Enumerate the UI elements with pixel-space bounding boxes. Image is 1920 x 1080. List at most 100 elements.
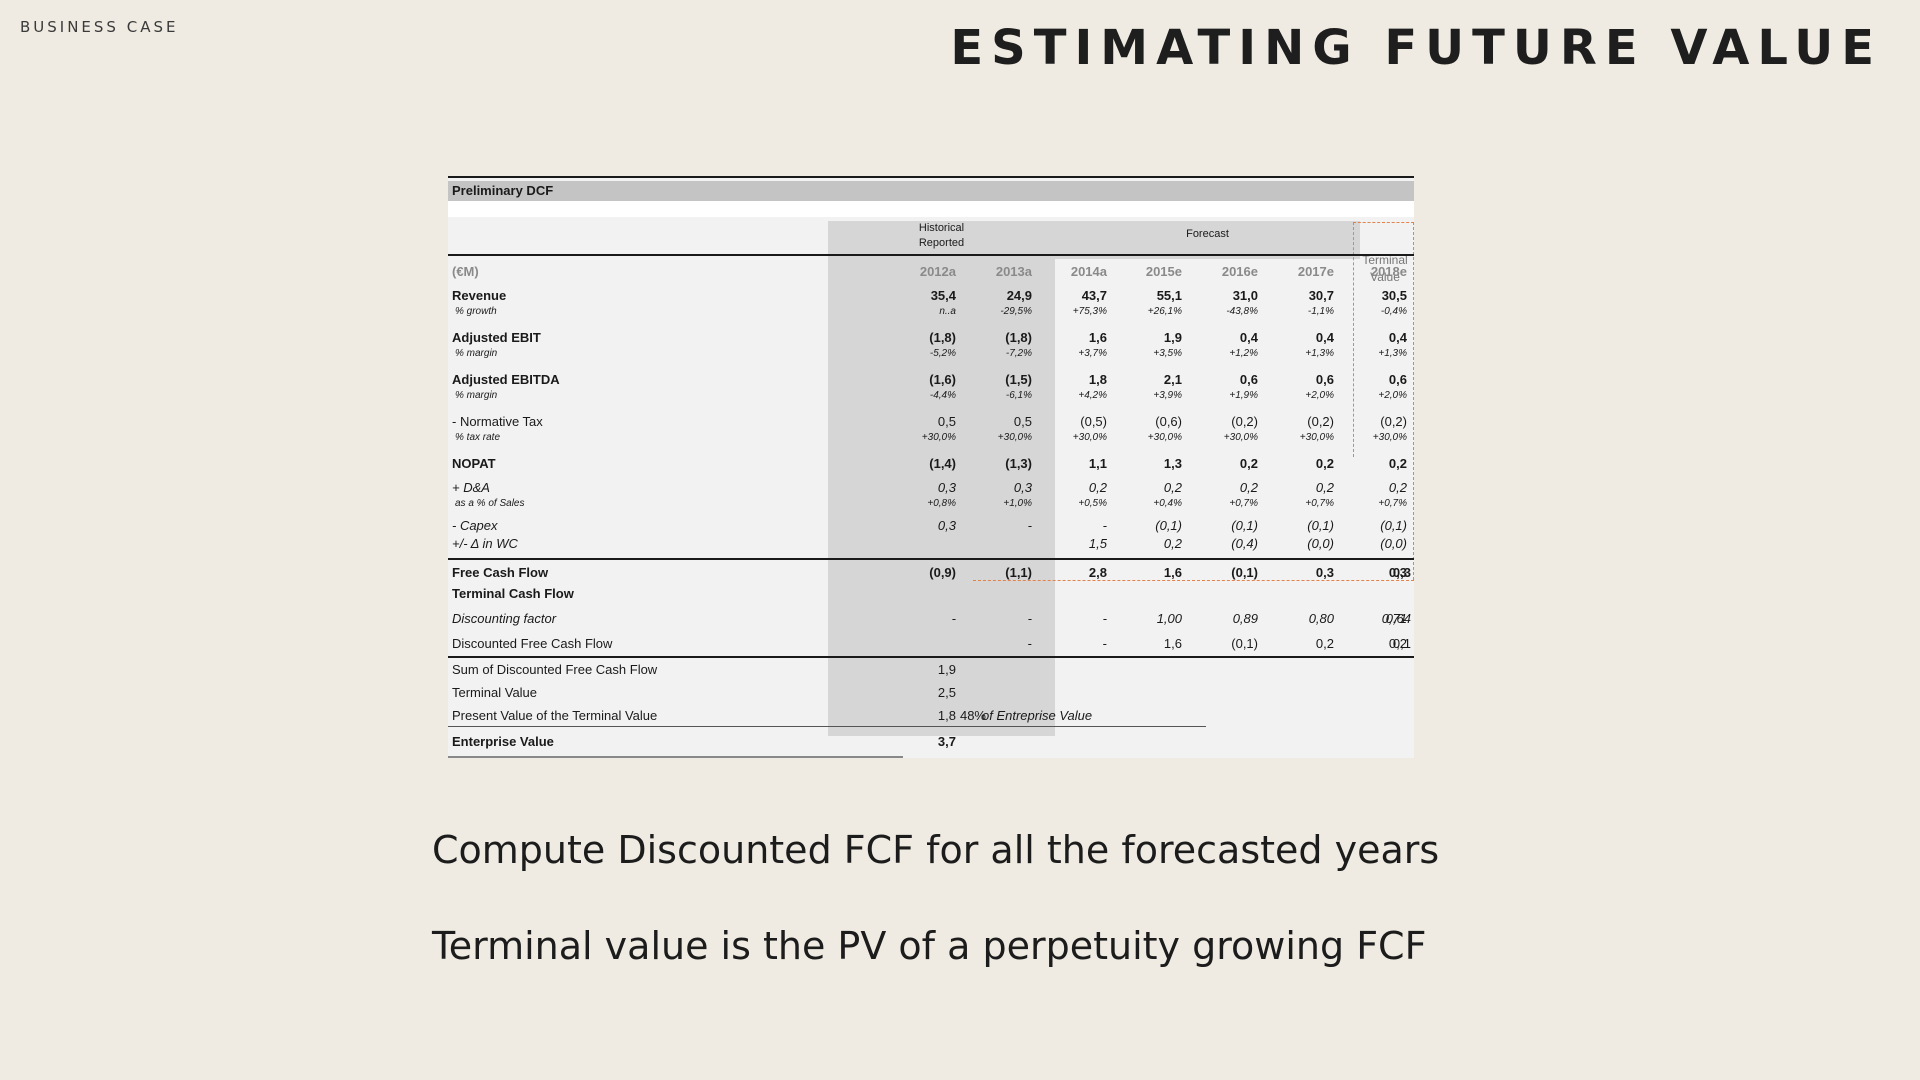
row-cell: 1,00 bbox=[1156, 611, 1182, 626]
year-2012a: 2012a bbox=[919, 264, 956, 279]
enterprise-value-value: 3,7 bbox=[937, 734, 956, 749]
row-cell: 1,5 bbox=[1088, 536, 1107, 551]
row-label: % tax rate bbox=[455, 432, 501, 443]
row-cell: +1,9% bbox=[1229, 390, 1258, 401]
pv-tv-percent: 48% bbox=[959, 708, 986, 723]
table-row: Adjusted EBIT (1,8) (1,8) 1,6 1,9 0,4 0,4 0,4 bbox=[448, 330, 1414, 348]
row-cell: -4,4% bbox=[929, 390, 956, 401]
table-row: Adjusted EBITDA (1,6) (1,5) 1,8 2,1 0,6 0,6 0,6 bbox=[448, 372, 1414, 390]
table-row: Terminal Cash Flow bbox=[448, 586, 1414, 604]
row-cell: - bbox=[1102, 611, 1107, 626]
row-cell: +0,4% bbox=[1153, 498, 1182, 509]
table-row: NOPAT (1,4) (1,3) 1,1 1,3 0,2 0,2 0,2 bbox=[448, 456, 1414, 474]
row-cell: - bbox=[951, 611, 956, 626]
row-cell: (0,1) bbox=[1380, 518, 1407, 533]
row-cell: (1,1) bbox=[1005, 565, 1032, 580]
row-cell: -6,1% bbox=[1005, 390, 1032, 401]
ev-rule bbox=[448, 726, 1206, 727]
row-cell: (1,6) bbox=[929, 372, 956, 387]
row-label: Adjusted EBITDA bbox=[452, 372, 560, 387]
row-cell: n..a bbox=[939, 306, 956, 317]
row-cell: +30,0% bbox=[921, 432, 956, 443]
row-cell: +75,3% bbox=[1072, 306, 1107, 317]
row-cell: 0,4 bbox=[1388, 330, 1407, 345]
row-cell: 0,2 bbox=[1315, 456, 1334, 471]
row-cell: -43,8% bbox=[1226, 306, 1258, 317]
table-row: as a % of Sales +0,8% +1,0% +0,5% +0,4% +0,7%… bbox=[448, 498, 1414, 516]
table-row: + D&A 0,3 0,3 0,2 0,2 0,2 0,2 0,2 bbox=[448, 480, 1414, 498]
row-label: NOPAT bbox=[452, 456, 496, 471]
row-cell: - bbox=[1102, 636, 1107, 651]
terminal-value-outline-bottom bbox=[973, 580, 1414, 581]
row-cell: (0,2) bbox=[1380, 414, 1407, 429]
unit-label: (€M) bbox=[452, 264, 479, 279]
row-cell: (0,1) bbox=[1155, 518, 1182, 533]
table-row: - Normative Tax 0,5 0,5 (0,5) (0,6) (0,2) (0,2… bbox=[448, 414, 1414, 432]
row-cell: 0,3 bbox=[1392, 565, 1411, 580]
row-label: +/- Δ in WC bbox=[452, 536, 518, 551]
row-cell: (0,5) bbox=[1080, 414, 1107, 429]
row-label: Discounting factor bbox=[452, 611, 557, 626]
table-row: - Capex 0,3 - - (0,1) (0,1) (0,1) (0,1) bbox=[448, 518, 1414, 536]
row-cell: +2,0% bbox=[1378, 390, 1407, 401]
row-cell: 0,4 bbox=[1315, 330, 1334, 345]
row-cell: 0,3 bbox=[1013, 480, 1032, 495]
row-cell: 0,5 bbox=[1013, 414, 1032, 429]
row-cell: 0,2 bbox=[1388, 480, 1407, 495]
table-row: Discounting factor - - - 1,00 0,89 0,80 0,71 0,6… bbox=[448, 611, 1414, 629]
table-spacer bbox=[448, 201, 1414, 217]
table-row: Free Cash Flow (0,9) (1,1) 2,8 1,6 (0,1) 0,3 0,… bbox=[448, 565, 1414, 583]
year-2013a: 2013a bbox=[995, 264, 1032, 279]
row-cell: 0,6 bbox=[1239, 372, 1258, 387]
row-cell: - bbox=[1027, 611, 1032, 626]
forecast-header: Forecast bbox=[1186, 228, 1229, 240]
row-cell: (0,2) bbox=[1231, 414, 1258, 429]
row-cell: +4,2% bbox=[1078, 390, 1107, 401]
row-label: Discounted Free Cash Flow bbox=[452, 636, 613, 651]
row-cell: 0,3 bbox=[937, 518, 956, 533]
row-cell: +1,2% bbox=[1229, 348, 1258, 359]
row-cell: +1,3% bbox=[1378, 348, 1407, 359]
row-label: % margin bbox=[455, 390, 498, 401]
terminal-value-header-line1: Terminal bbox=[1362, 253, 1408, 267]
year-2015e: 2015e bbox=[1145, 264, 1182, 279]
terminal-value-value: 2,5 bbox=[937, 685, 956, 700]
dcf-table: Preliminary DCF Historical Reported Fore… bbox=[448, 176, 1414, 758]
row-cell: -0,4% bbox=[1380, 306, 1407, 317]
row-cell: (0,1) bbox=[1231, 565, 1258, 580]
row-cell: (1,8) bbox=[1005, 330, 1032, 345]
row-cell: (0,2) bbox=[1307, 414, 1334, 429]
row-cell: +0,8% bbox=[927, 498, 956, 509]
row-cell: 0,6 bbox=[1315, 372, 1334, 387]
row-cell: (0,0) bbox=[1307, 536, 1334, 551]
row-cell: 0,64 bbox=[1385, 611, 1411, 626]
row-cell: 1,6 bbox=[1163, 565, 1182, 580]
row-cell: 31,0 bbox=[1232, 288, 1258, 303]
header-rule bbox=[448, 254, 1414, 256]
terminal-value-label: Terminal Value bbox=[452, 685, 538, 700]
row-label: Free Cash Flow bbox=[452, 565, 549, 580]
row-cell: +30,0% bbox=[997, 432, 1032, 443]
year-2014a: 2014a bbox=[1070, 264, 1107, 279]
row-cell: -29,5% bbox=[1000, 306, 1032, 317]
table-top-rule bbox=[448, 176, 1414, 178]
row-cell: +30,0% bbox=[1147, 432, 1182, 443]
row-cell: +0,7% bbox=[1305, 498, 1334, 509]
row-cell: 0,2 bbox=[1315, 480, 1334, 495]
row-cell: 24,9 bbox=[1006, 288, 1032, 303]
row-cell: 35,4 bbox=[930, 288, 956, 303]
row-cell: (0,9) bbox=[929, 565, 956, 580]
bullet-terminal-value: Terminal value is the PV of a perpetuity… bbox=[432, 924, 1427, 968]
historical-header-line2: Reported bbox=[918, 237, 965, 249]
table-row: % tax rate +30,0% +30,0% +30,0% +30,0% +30,0%… bbox=[448, 432, 1414, 450]
row-cell: (0,0) bbox=[1380, 536, 1407, 551]
row-cell: 30,7 bbox=[1308, 288, 1334, 303]
row-cell: +2,0% bbox=[1305, 390, 1334, 401]
row-cell: 1,8 bbox=[1088, 372, 1107, 387]
row-cell: -5,2% bbox=[929, 348, 956, 359]
row-cell: (0,1) bbox=[1231, 518, 1258, 533]
row-cell: +3,5% bbox=[1153, 348, 1182, 359]
row-label: Terminal Cash Flow bbox=[452, 586, 574, 601]
terminal-value-outline-left bbox=[1353, 222, 1354, 457]
row-cell: 2,1 bbox=[1163, 372, 1182, 387]
